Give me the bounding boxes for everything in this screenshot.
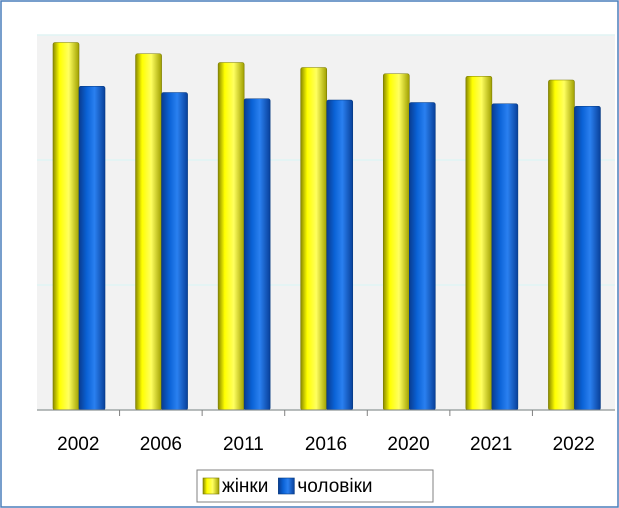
- bar: [408, 102, 436, 411]
- bar: [300, 67, 328, 411]
- bar: [548, 79, 575, 411]
- x-tick-label: 2016: [305, 434, 347, 455]
- bar: [326, 99, 354, 411]
- bar: [243, 98, 271, 411]
- legend-label: чоловіки: [297, 476, 372, 497]
- x-tick-label: 2020: [387, 434, 429, 455]
- legend: [196, 469, 434, 503]
- x-tick-label: 2011: [223, 434, 264, 455]
- legend-swatch: [278, 477, 295, 495]
- bar: [78, 85, 106, 411]
- bar: [161, 92, 188, 411]
- bar: [52, 42, 80, 411]
- legend-swatch: [202, 477, 220, 495]
- x-tick-label: 2006: [140, 434, 182, 455]
- bar: [491, 103, 519, 411]
- legend-label: жінки: [222, 476, 268, 497]
- x-tick-label: 2022: [553, 434, 595, 455]
- bar: [465, 75, 493, 411]
- bar: [574, 105, 601, 411]
- bar: [135, 53, 162, 411]
- bar: [382, 73, 410, 411]
- x-tick-label: 2002: [57, 434, 99, 455]
- x-tick-label: 2021: [470, 434, 512, 455]
- bar: [217, 62, 245, 411]
